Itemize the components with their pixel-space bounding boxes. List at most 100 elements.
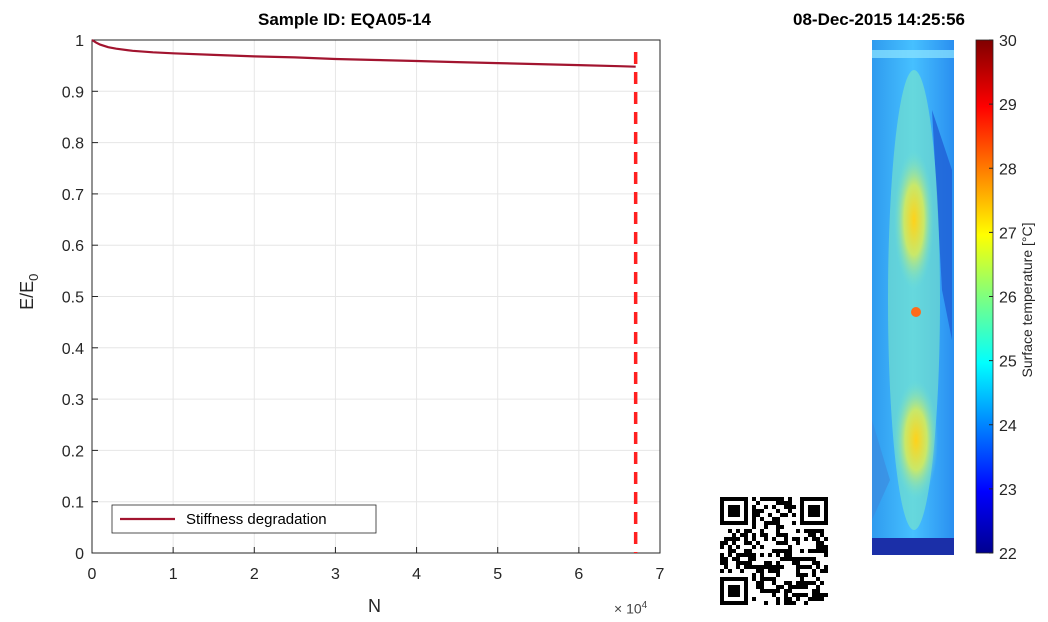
qr-module bbox=[768, 569, 772, 573]
qr-module bbox=[776, 597, 780, 601]
qr-module bbox=[776, 569, 780, 573]
qr-module bbox=[784, 581, 788, 585]
qr-module bbox=[764, 505, 768, 509]
qr-module bbox=[764, 497, 768, 501]
qr-module bbox=[780, 557, 784, 561]
qr-module bbox=[776, 585, 780, 589]
qr-module bbox=[772, 549, 776, 553]
y-tick-label: 1 bbox=[75, 33, 84, 50]
colorbar-tick-label: 30 bbox=[999, 33, 1017, 50]
qr-module bbox=[812, 589, 816, 593]
qr-module bbox=[764, 565, 768, 569]
qr-module bbox=[816, 577, 820, 581]
y-axis-label-sub: 0 bbox=[25, 273, 41, 281]
qr-module bbox=[764, 577, 768, 581]
qr-module bbox=[776, 501, 780, 505]
qr-module bbox=[784, 533, 788, 537]
qr-module bbox=[792, 521, 796, 525]
qr-module bbox=[728, 553, 732, 557]
qr-module bbox=[748, 541, 752, 545]
qr-module bbox=[812, 581, 816, 585]
qr-module bbox=[756, 501, 760, 505]
qr-module bbox=[752, 517, 756, 521]
thermal-image bbox=[872, 40, 954, 555]
y-axis-ticks: 0 0.1 0.2 0.3 0.4 0.5 0.6 0.7 0.8 0.9 1 bbox=[62, 33, 98, 563]
qr-module bbox=[816, 541, 820, 545]
qr-module bbox=[772, 581, 776, 585]
qr-module bbox=[784, 557, 788, 561]
thermal-top-strip bbox=[872, 50, 954, 58]
qr-module bbox=[776, 589, 780, 593]
x-tick-label: 6 bbox=[574, 566, 583, 583]
qr-module bbox=[812, 561, 816, 565]
qr-module bbox=[780, 585, 784, 589]
qr-module bbox=[776, 553, 780, 557]
qr-finder-core bbox=[728, 505, 740, 517]
qr-module bbox=[824, 545, 828, 549]
qr-module bbox=[760, 553, 764, 557]
qr-module bbox=[748, 565, 752, 569]
thermal-hotspot-upper bbox=[894, 150, 934, 290]
qr-module bbox=[752, 553, 756, 557]
qr-module bbox=[784, 589, 788, 593]
qr-module bbox=[760, 529, 764, 533]
qr-module bbox=[792, 513, 796, 517]
qr-module bbox=[728, 529, 732, 533]
x-axis-exponent-power: 4 bbox=[641, 600, 648, 611]
qr-module bbox=[744, 561, 748, 565]
y-axis-label: E/E0 bbox=[17, 257, 41, 327]
qr-module bbox=[744, 529, 748, 533]
x-axis-exponent: × 104 bbox=[614, 600, 647, 617]
y-axis-label-main: E/E bbox=[17, 280, 38, 310]
qr-module bbox=[780, 525, 784, 529]
qr-module bbox=[784, 537, 788, 541]
qr-module bbox=[732, 557, 736, 561]
qr-module bbox=[816, 537, 820, 541]
qr-module bbox=[720, 561, 724, 565]
qr-module bbox=[796, 585, 800, 589]
qr-module bbox=[776, 549, 780, 553]
legend-label: Stiffness degradation bbox=[186, 511, 327, 528]
qr-module bbox=[768, 561, 772, 565]
qr-module bbox=[816, 529, 820, 533]
qr-module bbox=[768, 577, 772, 581]
qr-module bbox=[724, 541, 728, 545]
qr-module bbox=[756, 585, 760, 589]
qr-module bbox=[776, 521, 780, 525]
qr-module bbox=[804, 601, 808, 605]
qr-module bbox=[820, 581, 824, 585]
qr-module bbox=[772, 569, 776, 573]
qr-module bbox=[816, 589, 820, 593]
qr-module bbox=[740, 533, 744, 537]
y-tick-label: 0.2 bbox=[62, 443, 84, 460]
qr-module bbox=[768, 589, 772, 593]
qr-module bbox=[728, 537, 732, 541]
qr-module bbox=[740, 569, 744, 573]
qr-module bbox=[776, 533, 780, 537]
qr-module bbox=[756, 513, 760, 517]
qr-module bbox=[788, 497, 792, 501]
qr-module bbox=[792, 505, 796, 509]
x-axis-exponent-base: × 10 bbox=[614, 600, 642, 617]
qr-module bbox=[808, 581, 812, 585]
qr-module bbox=[740, 553, 744, 557]
qr-module bbox=[732, 549, 736, 553]
qr-module bbox=[740, 561, 744, 565]
qr-module bbox=[776, 525, 780, 529]
qr-module bbox=[760, 497, 764, 501]
colorbar-tick-label: 28 bbox=[999, 161, 1017, 178]
colorbar-tick-label: 25 bbox=[999, 354, 1017, 371]
qr-module bbox=[780, 513, 784, 517]
colorbar-tick-label: 24 bbox=[999, 418, 1017, 435]
qr-module bbox=[800, 593, 804, 597]
qr-module bbox=[764, 537, 768, 541]
qr-module bbox=[760, 581, 764, 585]
qr-module bbox=[748, 557, 752, 561]
qr-module bbox=[804, 573, 808, 577]
qr-module bbox=[776, 601, 780, 605]
qr-module bbox=[744, 565, 748, 569]
qr-module bbox=[820, 529, 824, 533]
qr-module bbox=[820, 545, 824, 549]
qr-module bbox=[780, 501, 784, 505]
qr-module bbox=[788, 601, 792, 605]
